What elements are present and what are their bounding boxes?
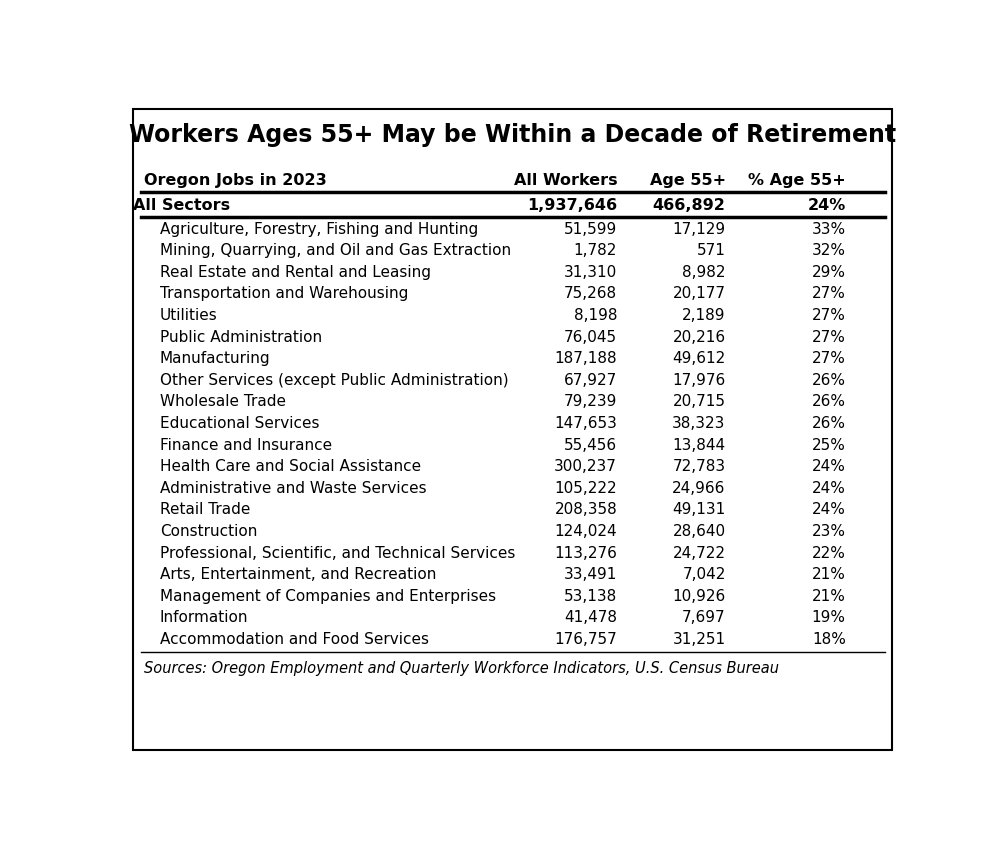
Text: Professional, Scientific, and Technical Services: Professional, Scientific, and Technical … — [160, 546, 515, 561]
Text: Educational Services: Educational Services — [160, 416, 319, 431]
Text: 19%: 19% — [812, 610, 846, 626]
Text: 49,131: 49,131 — [672, 502, 726, 518]
Text: Mining, Quarrying, and Oil and Gas Extraction: Mining, Quarrying, and Oil and Gas Extra… — [160, 243, 511, 258]
Text: 20,177: 20,177 — [673, 286, 726, 302]
Text: Construction: Construction — [160, 524, 257, 539]
Text: 124,024: 124,024 — [554, 524, 617, 539]
Text: Utilities: Utilities — [160, 308, 218, 323]
Text: 113,276: 113,276 — [554, 546, 617, 561]
Text: 24,966: 24,966 — [672, 481, 726, 496]
Text: Accommodation and Food Services: Accommodation and Food Services — [160, 632, 429, 647]
Text: 17,976: 17,976 — [672, 373, 726, 388]
Text: 300,237: 300,237 — [554, 459, 617, 474]
Text: 8,198: 8,198 — [574, 308, 617, 323]
Text: 41,478: 41,478 — [564, 610, 617, 626]
Text: Agriculture, Forestry, Fishing and Hunting: Agriculture, Forestry, Fishing and Hunti… — [160, 222, 478, 236]
Text: 21%: 21% — [812, 567, 846, 582]
Text: Wholesale Trade: Wholesale Trade — [160, 394, 286, 410]
Text: 20,216: 20,216 — [672, 330, 726, 344]
Text: 53,138: 53,138 — [564, 589, 617, 604]
Text: 25%: 25% — [812, 438, 846, 452]
Text: 24,722: 24,722 — [673, 546, 726, 561]
Text: 27%: 27% — [812, 286, 846, 302]
Text: 1,782: 1,782 — [574, 243, 617, 258]
Text: All Workers: All Workers — [514, 173, 617, 188]
Text: 571: 571 — [697, 243, 726, 258]
Text: 10,926: 10,926 — [672, 589, 726, 604]
Text: Other Services (except Public Administration): Other Services (except Public Administra… — [160, 373, 509, 388]
Text: Workers Ages 55+ May be Within a Decade of Retirement: Workers Ages 55+ May be Within a Decade … — [129, 122, 896, 147]
Text: 79,239: 79,239 — [564, 394, 617, 410]
Text: 466,892: 466,892 — [653, 198, 726, 212]
Text: 13,844: 13,844 — [672, 438, 726, 452]
Text: 55,456: 55,456 — [564, 438, 617, 452]
Text: 24%: 24% — [812, 459, 846, 474]
Text: 33%: 33% — [812, 222, 846, 236]
Text: 29%: 29% — [812, 265, 846, 280]
Text: 49,612: 49,612 — [672, 351, 726, 366]
Text: 31,310: 31,310 — [564, 265, 617, 280]
Text: 75,268: 75,268 — [564, 286, 617, 302]
Text: 18%: 18% — [812, 632, 846, 647]
Text: 76,045: 76,045 — [564, 330, 617, 344]
Text: Administrative and Waste Services: Administrative and Waste Services — [160, 481, 426, 496]
Text: Health Care and Social Assistance: Health Care and Social Assistance — [160, 459, 421, 474]
Text: Sources: Oregon Employment and Quarterly Workforce Indicators, U.S. Census Burea: Sources: Oregon Employment and Quarterly… — [144, 661, 779, 676]
Text: Management of Companies and Enterprises: Management of Companies and Enterprises — [160, 589, 496, 604]
Text: 72,783: 72,783 — [672, 459, 726, 474]
Text: 7,697: 7,697 — [682, 610, 726, 626]
Text: 24%: 24% — [812, 481, 846, 496]
Text: 31,251: 31,251 — [672, 632, 726, 647]
Text: 32%: 32% — [812, 243, 846, 258]
Text: % Age 55+: % Age 55+ — [748, 173, 846, 188]
Text: 8,982: 8,982 — [682, 265, 726, 280]
Text: 22%: 22% — [812, 546, 846, 561]
Text: 38,323: 38,323 — [672, 416, 726, 431]
Text: 20,715: 20,715 — [673, 394, 726, 410]
Text: 27%: 27% — [812, 308, 846, 323]
Text: 208,358: 208,358 — [554, 502, 617, 518]
Text: Real Estate and Rental and Leasing: Real Estate and Rental and Leasing — [160, 265, 431, 280]
Text: 26%: 26% — [812, 416, 846, 431]
Text: Age 55+: Age 55+ — [650, 173, 726, 188]
Text: 176,757: 176,757 — [554, 632, 617, 647]
Text: 24%: 24% — [812, 502, 846, 518]
Text: 1,937,646: 1,937,646 — [527, 198, 617, 212]
Text: Oregon Jobs in 2023: Oregon Jobs in 2023 — [144, 173, 327, 188]
Text: 17,129: 17,129 — [672, 222, 726, 236]
Text: All Sectors: All Sectors — [133, 198, 230, 212]
Text: 26%: 26% — [812, 394, 846, 410]
Text: 24%: 24% — [808, 198, 846, 212]
Text: 26%: 26% — [812, 373, 846, 388]
Text: Arts, Entertainment, and Recreation: Arts, Entertainment, and Recreation — [160, 567, 436, 582]
Text: 27%: 27% — [812, 351, 846, 366]
Text: 21%: 21% — [812, 589, 846, 604]
Text: Information: Information — [160, 610, 248, 626]
FancyBboxPatch shape — [133, 109, 892, 750]
Text: 7,042: 7,042 — [682, 567, 726, 582]
Text: 105,222: 105,222 — [554, 481, 617, 496]
Text: 27%: 27% — [812, 330, 846, 344]
Text: 28,640: 28,640 — [672, 524, 726, 539]
Text: Retail Trade: Retail Trade — [160, 502, 250, 518]
Text: 51,599: 51,599 — [564, 222, 617, 236]
Text: 187,188: 187,188 — [554, 351, 617, 366]
Text: 33,491: 33,491 — [564, 567, 617, 582]
Text: Public Administration: Public Administration — [160, 330, 322, 344]
Text: 2,189: 2,189 — [682, 308, 726, 323]
Text: Manufacturing: Manufacturing — [160, 351, 270, 366]
Text: Finance and Insurance: Finance and Insurance — [160, 438, 332, 452]
Text: 67,927: 67,927 — [564, 373, 617, 388]
Text: Transportation and Warehousing: Transportation and Warehousing — [160, 286, 408, 302]
Text: 147,653: 147,653 — [554, 416, 617, 431]
Text: 23%: 23% — [812, 524, 846, 539]
